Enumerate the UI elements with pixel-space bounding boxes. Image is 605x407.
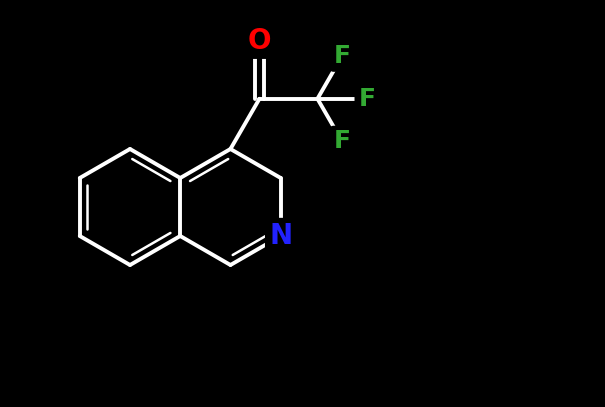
Text: F: F [358, 87, 375, 111]
Text: F: F [333, 44, 351, 68]
Text: N: N [269, 222, 292, 250]
Text: F: F [333, 129, 351, 153]
Text: O: O [247, 27, 271, 55]
